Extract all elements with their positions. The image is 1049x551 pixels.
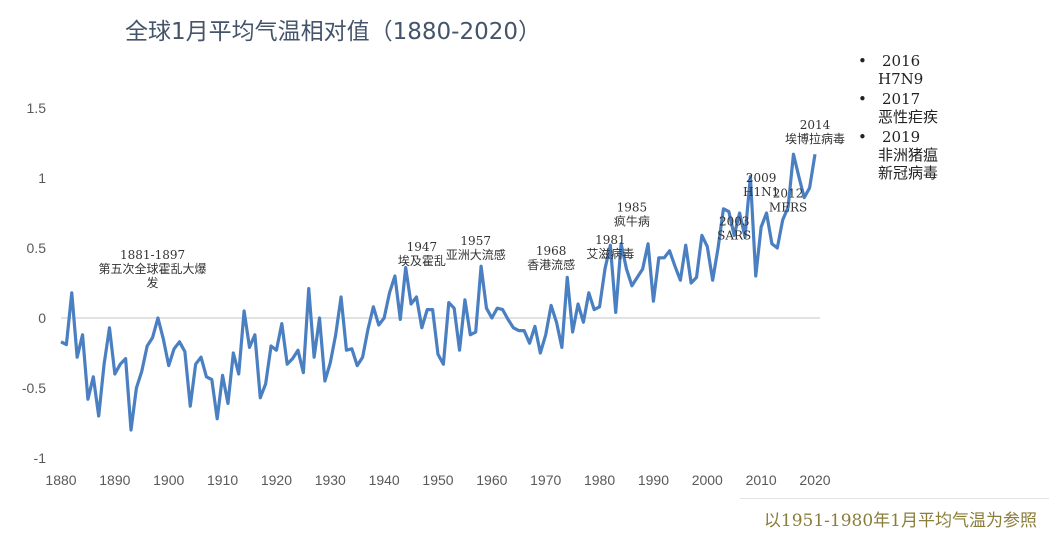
- reference-note: 以1951-1980年1月平均气温为参照: [763, 511, 1037, 531]
- event-name: 非洲猪瘟: [878, 146, 939, 164]
- y-tick-label: 1.5: [27, 100, 47, 116]
- event-list: 2016H7N92017恶性疟疾2019非洲猪瘟新冠病毒: [858, 52, 938, 184]
- event-annotation: MERS: [769, 201, 807, 215]
- y-tick-label: -0.5: [22, 380, 46, 396]
- x-tick-label: 1920: [261, 472, 292, 488]
- event-annotation: 亚洲大流感: [446, 247, 506, 262]
- event-annotation: 2012: [773, 187, 804, 201]
- y-tick-label: -1: [34, 450, 47, 466]
- y-tick-label: 0.5: [27, 240, 47, 256]
- divider: [740, 498, 1049, 499]
- x-tick-label: 1890: [99, 472, 130, 488]
- event-annotation: 埃及霍乱: [398, 254, 446, 268]
- x-tick-label: 1880: [45, 472, 76, 488]
- chart-title: 全球1月平均气温相对值（1880-2020）: [125, 19, 541, 45]
- event-annotation: 1947: [407, 240, 438, 254]
- x-tick-label: 1950: [422, 472, 453, 488]
- event-annotation: 1981: [595, 233, 626, 247]
- event-name: 新冠病毒: [878, 164, 939, 182]
- x-tick-label: 2020: [799, 472, 830, 488]
- event-annotation: 1957: [460, 234, 491, 248]
- event-annotation: 2009: [746, 171, 777, 185]
- x-tick-label: 1940: [369, 472, 400, 488]
- event-annotation: 香港流感: [527, 257, 575, 272]
- x-tick-label: 2010: [746, 472, 777, 488]
- event-annotation: SARS: [717, 229, 751, 243]
- x-tick-label: 1960: [476, 472, 507, 488]
- event-annotation: 艾滋病毒: [586, 246, 634, 261]
- event-name: H7N9: [878, 70, 924, 88]
- event-annotation: 埃博拉病毒: [785, 131, 845, 146]
- event-year: 2019: [858, 128, 938, 146]
- x-tick-label: 1970: [530, 472, 561, 488]
- event-annotation: 2014: [800, 118, 831, 132]
- event-year: 2017: [858, 90, 938, 108]
- event-annotation: 第五次全球霍乱大爆: [99, 261, 207, 276]
- event-annotation: 1881-1897: [120, 248, 185, 262]
- x-tick-label: 1930: [315, 472, 346, 488]
- x-tick-label: 1980: [584, 472, 615, 488]
- x-tick-label: 1900: [153, 472, 184, 488]
- event-annotation: 1985: [617, 201, 648, 215]
- x-tick-label: 2000: [692, 472, 723, 488]
- event-annotation: 发: [147, 275, 159, 290]
- temperature-series-line: [60, 152, 817, 432]
- y-tick-label: 1: [38, 170, 46, 186]
- event-annotation: 疯牛病: [614, 214, 650, 229]
- event-annotation: 2003: [719, 215, 750, 229]
- y-tick-label: 0: [38, 310, 46, 326]
- x-tick-label: 1910: [207, 472, 238, 488]
- event-year: 2016: [858, 52, 938, 70]
- x-tick-label: 1990: [638, 472, 669, 488]
- event-name: 恶性疟疾: [878, 108, 939, 126]
- event-annotation: 1968: [536, 244, 567, 258]
- event-annotation: H1N1: [743, 185, 779, 199]
